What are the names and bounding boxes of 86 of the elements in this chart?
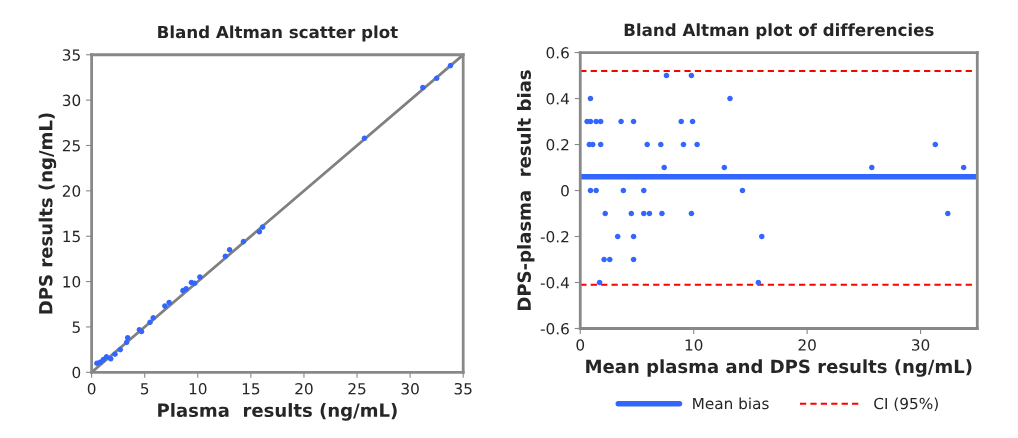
y-tick-label: 15 [63,230,80,243]
point [644,141,650,148]
point [447,62,454,69]
y-axis-title: DPS-plasma result bias [517,70,535,310]
chart-title: Bland Altman plot of differencies [624,23,934,40]
y-tick-label: 20 [62,185,81,197]
x-tick-label: 25 [348,382,366,395]
point [630,118,637,125]
point [661,164,667,171]
x-tick-label: 0 [576,339,585,351]
y-tick-label: -0.6 [540,322,569,335]
point [597,118,604,125]
point [587,95,594,102]
point [945,210,951,217]
y-tick-label: 25 [62,139,80,152]
point [593,187,599,194]
point [420,84,426,91]
point [361,135,368,141]
x-axis-title: Mean plasma and DPS results (ng/mL) [586,359,972,377]
point [755,279,762,286]
y-tick-label: 0.2 [546,139,569,151]
point [150,315,156,321]
y-tick-label: 10 [63,276,81,288]
x-tick-label: 30 [401,382,419,395]
x-axis-title: Plasma results (ng/mL) [158,403,397,421]
point [597,141,604,148]
legend-label: CI (95%) [874,397,938,412]
y-axis-title: DPS results (ng/mL) [38,113,57,314]
point [117,346,124,353]
point [587,118,594,125]
point [602,210,608,217]
y-tick-label: -0.2 [540,230,569,243]
point [240,238,247,245]
point [618,118,624,125]
point [433,75,440,82]
point [727,95,733,102]
legend-label: Mean bias [693,397,769,410]
point [688,72,695,79]
point [601,256,607,263]
point [694,141,700,148]
x-tick-label: 15 [242,383,260,395]
x-tick-label: 20 [798,339,816,351]
point [620,187,627,194]
point [259,224,266,230]
point [641,210,647,217]
y-tick-label: 0.6 [546,47,569,59]
point [226,247,233,253]
point [147,319,153,326]
point [663,72,670,79]
point [256,228,263,235]
point [614,233,621,240]
y-tick-label: 0.4 [546,93,569,105]
x-tick-label: 10 [189,382,207,395]
point [222,253,229,259]
point [689,118,696,125]
y-tick-label: 30 [62,94,81,107]
point [688,210,695,217]
x-tick-label: 10 [685,339,703,351]
y-tick-label: -0.4 [540,276,569,289]
point [107,355,114,362]
point [124,335,131,341]
point [869,164,875,171]
y-tick-label: 0 [561,185,569,197]
point [112,351,118,357]
y-tick-label: 5 [72,321,80,333]
y-tick-label: 35 [62,49,80,61]
point [606,256,613,263]
point [162,303,168,309]
x-tick-label: 0 [87,382,96,395]
y-tick-label: 0 [72,366,81,379]
point [932,141,939,148]
chart-title: Bland Altman scatter plot [158,25,398,42]
point [166,299,172,306]
x-tick-label: 20 [295,382,313,395]
x-tick-label: 35 [454,382,472,395]
point [658,141,664,148]
point [678,118,684,125]
x-tick-label: 30 [912,339,930,351]
point [758,233,765,240]
point [960,164,967,171]
point [721,164,728,171]
x-tick-label: 5 [141,383,149,395]
point [659,210,665,217]
point [197,274,203,280]
point [641,187,647,194]
point [628,210,635,217]
